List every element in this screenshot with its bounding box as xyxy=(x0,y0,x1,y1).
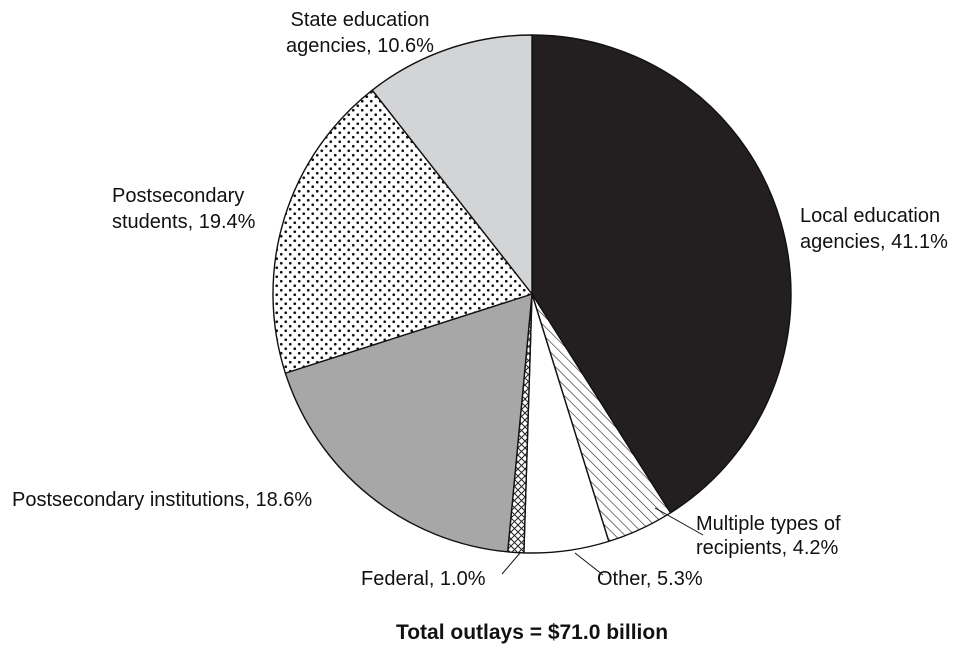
slice-label-line: Postsecondary xyxy=(112,185,244,207)
pie-slices xyxy=(272,34,792,554)
slice-labels: Local education agencies, 41.1% Multiple t… xyxy=(12,9,948,590)
slice-local-education-agencies xyxy=(531,34,792,514)
slice-label-line: agencies, 10.6% xyxy=(286,35,434,57)
slice-label: Other, 5.3% xyxy=(597,568,703,590)
slice-state-education-agencies xyxy=(371,34,533,295)
slice-label: Federal, 1.0% xyxy=(361,568,486,590)
slice-label-line: agencies, 41.1% xyxy=(800,231,948,253)
slice-label: Postsecondary students, 19.4% xyxy=(112,185,256,233)
slice-label: Local education agencies, 41.1% xyxy=(800,205,948,253)
slice-label: Postsecondary institutions, 18.6% xyxy=(12,489,312,511)
slice-label-line: Postsecondary institutions, 18.6% xyxy=(12,489,312,511)
leader-lines xyxy=(501,507,704,576)
leader-line xyxy=(654,507,704,536)
slice-label-line: students, 19.4% xyxy=(112,211,256,233)
slice-postsecondary-students xyxy=(272,89,533,374)
total-outlays-caption: Total outlays = $71.0 billion xyxy=(396,621,668,644)
slice-postsecondary-institutions xyxy=(284,293,533,553)
slice-label-line: recipients, 4.2% xyxy=(696,537,839,559)
slice-label-line: Other, 5.3% xyxy=(597,568,703,590)
slice-label-line: State education xyxy=(291,9,430,31)
slice-label: State education agencies, 10.6% xyxy=(286,9,434,57)
slice-label-line: Multiple types of xyxy=(696,513,841,535)
slice-label: Multiple types of recipients, 4.2% xyxy=(696,513,841,559)
leader-line xyxy=(574,552,604,576)
leader-line xyxy=(501,552,521,575)
slice-label-line: Local education xyxy=(800,205,940,227)
slice-label-line: Federal, 1.0% xyxy=(361,568,486,590)
